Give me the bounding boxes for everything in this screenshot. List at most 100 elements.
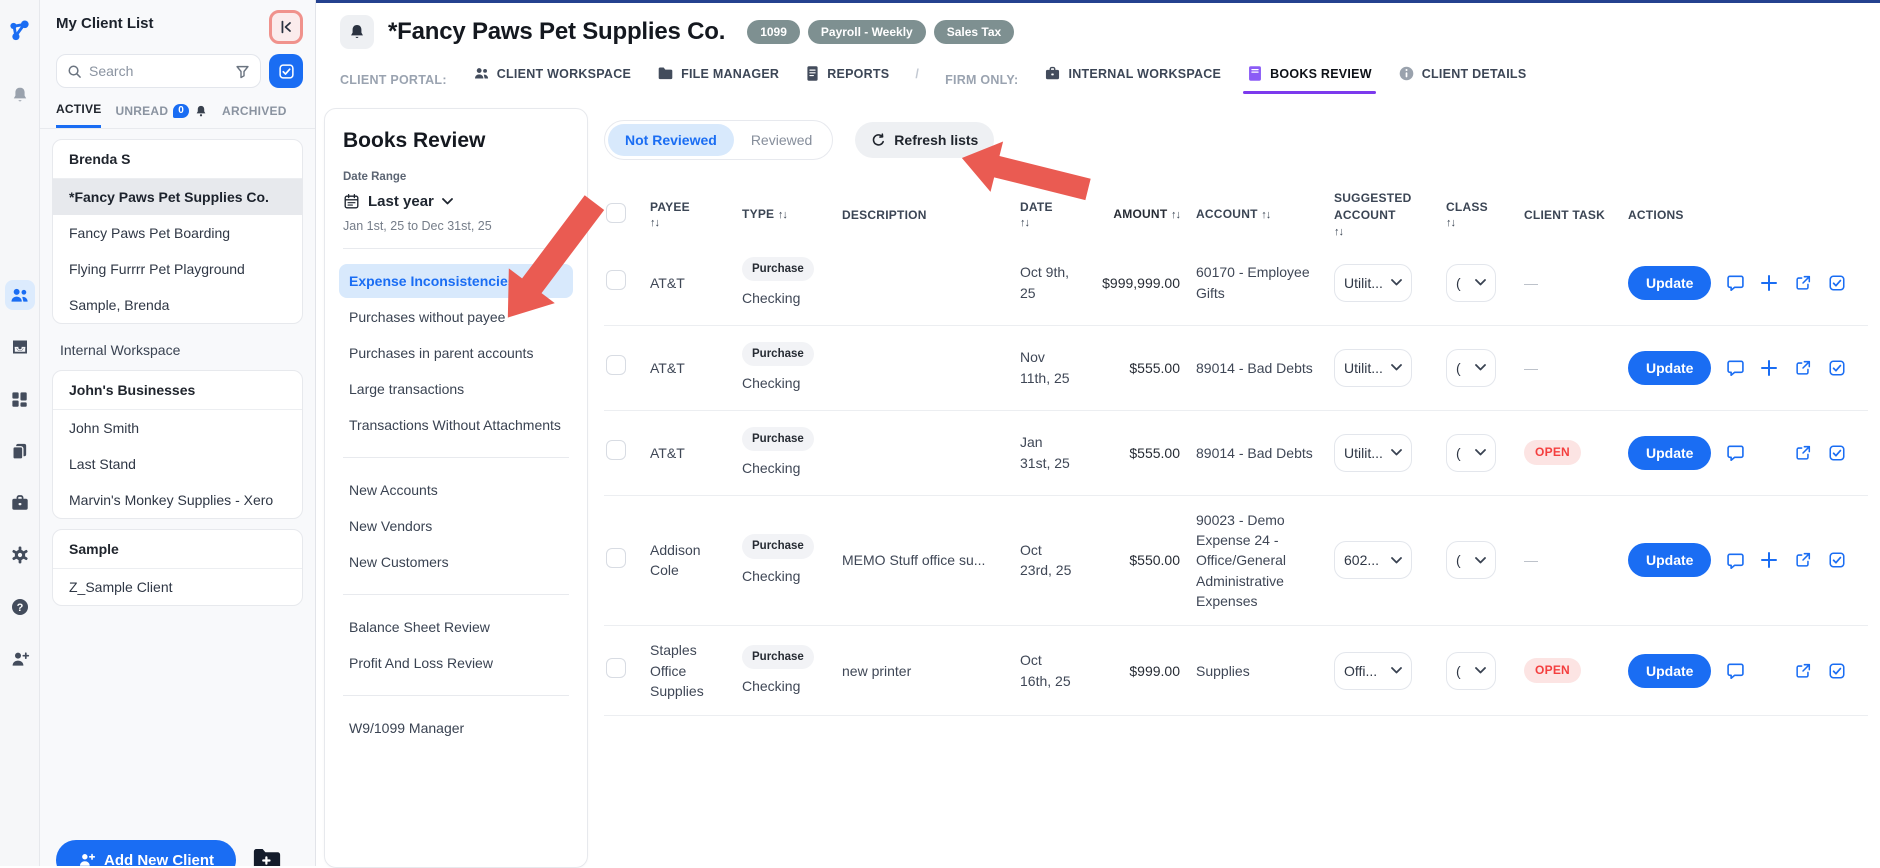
suggested-account-select[interactable]: 602... — [1334, 541, 1412, 580]
books-review-item[interactable]: New Vendors — [349, 518, 433, 534]
books-review-item[interactable]: Purchases in parent accounts — [349, 345, 534, 361]
sort-icon[interactable]: ↑↓ — [1020, 217, 1030, 230]
column-suggested-account[interactable]: SUGGESTED ACCOUNT ↑↓ — [1334, 190, 1446, 241]
mark-reviewed-icon[interactable] — [1827, 550, 1847, 570]
column-date[interactable]: DATE ↑↓ — [1020, 199, 1084, 232]
update-button[interactable]: Update — [1628, 350, 1712, 385]
tab-archived[interactable]: ARCHIVED — [222, 103, 287, 118]
add-user-icon[interactable] — [5, 644, 35, 674]
filter-icon[interactable] — [235, 64, 250, 79]
class-select[interactable]: ( — [1446, 651, 1496, 690]
class-select[interactable]: ( — [1446, 433, 1496, 472]
class-select[interactable]: ( — [1446, 348, 1496, 387]
firm-briefcase-icon[interactable] — [5, 488, 35, 518]
books-review-item[interactable]: New Accounts — [349, 482, 438, 498]
column-amount[interactable]: AMOUNT ↑↓ — [1113, 207, 1181, 222]
client-list-item[interactable]: Flying Furrrr Pet Playground — [69, 261, 245, 277]
class-select[interactable]: ( — [1446, 541, 1496, 580]
tab-file-manager[interactable]: FILE MANAGER — [657, 65, 779, 94]
client-task-open-badge[interactable]: OPEN — [1524, 440, 1581, 466]
external-link-icon[interactable] — [1793, 443, 1813, 463]
mark-reviewed-icon[interactable] — [1827, 661, 1847, 681]
bulk-select-button[interactable] — [269, 54, 303, 88]
date-range-select[interactable]: Last year — [343, 193, 453, 210]
books-review-item[interactable]: Expense Inconsistencies — [339, 264, 573, 298]
add-client-group-button[interactable] — [252, 846, 282, 866]
update-button[interactable]: Update — [1628, 543, 1712, 578]
books-review-item[interactable]: Profit And Loss Review — [349, 655, 493, 671]
column-payee[interactable]: PAYEE ↑↓ — [650, 199, 742, 232]
client-task-open-badge[interactable]: OPEN — [1524, 657, 1581, 684]
row-checkbox[interactable] — [606, 440, 626, 461]
dashboard-grid-icon[interactable] — [5, 384, 35, 414]
mark-reviewed-icon[interactable] — [1827, 358, 1847, 378]
row-checkbox[interactable] — [606, 355, 626, 376]
app-logo-icon[interactable] — [5, 16, 35, 46]
comment-icon[interactable] — [1725, 273, 1745, 293]
help-question-icon[interactable]: ? — [5, 592, 35, 622]
sort-icon[interactable]: ↑↓ — [1171, 209, 1181, 222]
sort-icon[interactable]: ↑↓ — [1261, 209, 1271, 222]
tab-reviewed[interactable]: Reviewed — [734, 124, 829, 156]
update-button[interactable]: Update — [1628, 435, 1712, 470]
column-class[interactable]: CLASS ↑↓ — [1446, 199, 1524, 232]
client-list-item[interactable]: Last Stand — [69, 456, 136, 472]
inbox-tray-icon[interactable] — [5, 332, 35, 362]
tab-books-review[interactable]: BOOKS REVIEW — [1243, 65, 1376, 94]
external-link-icon[interactable] — [1793, 661, 1813, 681]
client-list-item[interactable]: John Smith — [69, 420, 140, 436]
tab-unread[interactable]: UNREAD 0 — [115, 103, 208, 127]
comment-icon[interactable] — [1725, 358, 1745, 378]
update-button[interactable]: Update — [1628, 265, 1712, 300]
books-review-item[interactable]: Transactions Without Attachments — [349, 417, 561, 433]
sort-icon[interactable]: ↑↓ — [777, 209, 788, 222]
tab-internal-workspace[interactable]: INTERNAL WORKSPACE — [1044, 65, 1221, 94]
sort-icon[interactable]: ↑↓ — [1334, 225, 1344, 238]
comment-icon[interactable] — [1725, 550, 1745, 570]
comment-icon[interactable] — [1725, 661, 1745, 681]
documents-pages-icon[interactable] — [5, 436, 35, 466]
books-review-item[interactable]: Purchases without payee — [349, 309, 506, 325]
column-account[interactable]: ACCOUNT ↑↓ — [1196, 207, 1271, 222]
sort-icon[interactable]: ↑↓ — [1446, 217, 1456, 230]
external-link-icon[interactable] — [1793, 358, 1813, 378]
sidebar-item-internal-workspace[interactable]: Internal Workspace — [60, 342, 181, 358]
books-review-item[interactable]: W9/1099 Manager — [349, 720, 465, 736]
refresh-lists-button[interactable]: Refresh lists — [855, 122, 995, 158]
external-link-icon[interactable] — [1793, 550, 1813, 570]
suggested-account-select[interactable]: Utilit... — [1334, 433, 1412, 472]
suggested-account-select[interactable]: Offi... — [1334, 651, 1412, 690]
mark-reviewed-icon[interactable] — [1827, 273, 1847, 293]
notifications-bell-icon[interactable] — [5, 80, 35, 110]
client-list-item[interactable]: Fancy Paws Pet Boarding — [69, 225, 231, 241]
add-task-icon[interactable] — [1759, 358, 1779, 378]
search-input[interactable]: Search — [56, 54, 261, 88]
row-checkbox[interactable] — [606, 270, 626, 291]
row-checkbox[interactable] — [606, 547, 626, 568]
suggested-account-select[interactable]: Utilit... — [1334, 263, 1412, 302]
comment-icon[interactable] — [1725, 443, 1745, 463]
suggested-account-select[interactable]: Utilit... — [1334, 348, 1412, 387]
external-link-icon[interactable] — [1793, 273, 1813, 293]
tab-not-reviewed[interactable]: Not Reviewed — [608, 124, 734, 156]
collapse-sidebar-button[interactable] — [269, 10, 303, 44]
row-checkbox[interactable] — [606, 658, 626, 678]
add-new-client-button[interactable]: Add New Client — [56, 840, 237, 866]
settings-gear-icon[interactable] — [5, 540, 35, 570]
select-all-checkbox[interactable] — [606, 202, 626, 223]
tab-active[interactable]: ACTIVE — [56, 102, 102, 128]
client-list-item[interactable]: Marvin's Monkey Supplies - Xero — [69, 492, 274, 508]
client-notifications-button[interactable] — [340, 15, 374, 49]
mark-reviewed-icon[interactable] — [1827, 443, 1847, 463]
clients-people-icon[interactable] — [4, 280, 35, 310]
client-list-item[interactable]: *Fancy Paws Pet Supplies Co. — [53, 179, 302, 215]
add-task-icon[interactable] — [1759, 550, 1779, 570]
sort-icon[interactable]: ↑↓ — [650, 217, 660, 230]
class-select[interactable]: ( — [1446, 263, 1496, 302]
client-list-item[interactable]: Z_Sample Client — [69, 579, 173, 595]
books-review-item[interactable]: Balance Sheet Review — [349, 619, 490, 635]
tab-reports[interactable]: REPORTS — [805, 65, 889, 94]
books-review-item[interactable]: New Customers — [349, 554, 449, 570]
add-task-icon[interactable] — [1759, 273, 1779, 293]
column-type[interactable]: TYPE ↑↓ — [742, 207, 788, 222]
